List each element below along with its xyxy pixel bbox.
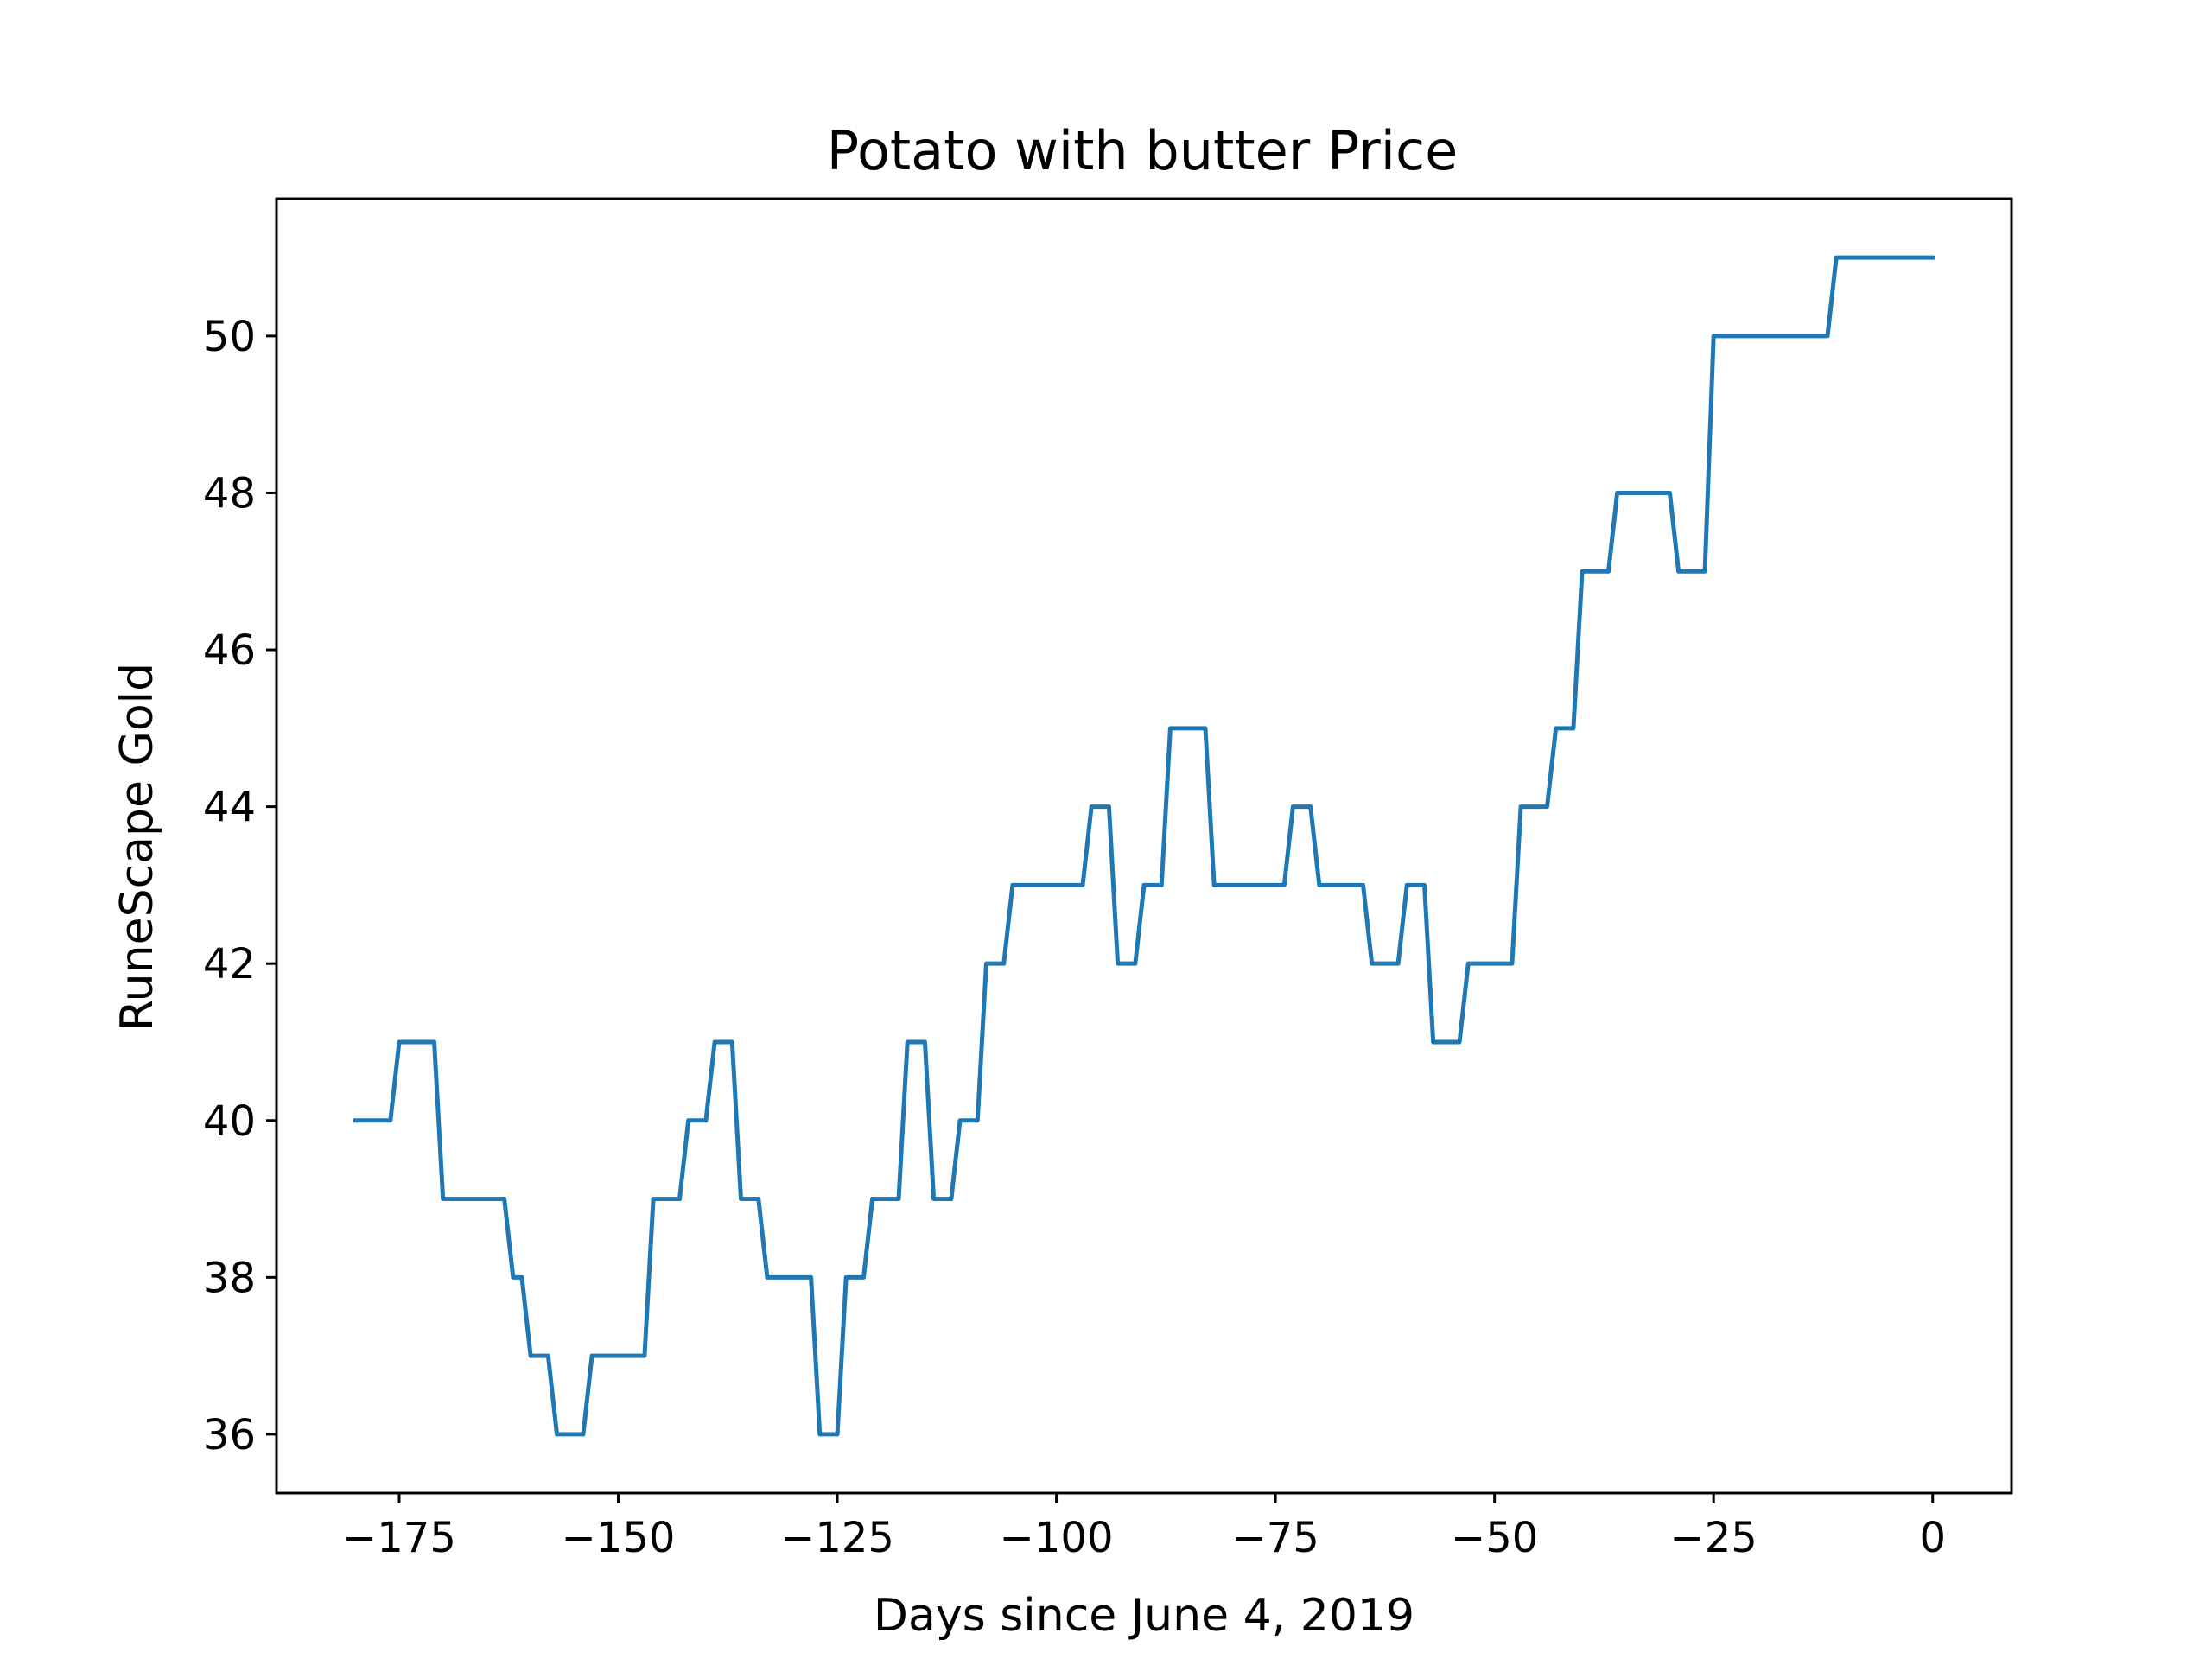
x-tick-label: −75	[1231, 1514, 1319, 1562]
y-tick-label: 42	[203, 940, 256, 988]
y-tick-label: 50	[203, 313, 256, 361]
x-tick-label: −175	[342, 1514, 456, 1562]
chart-title: Potato with butter Price	[827, 119, 1458, 182]
y-axis: 36 38 40 42 44 46 48 50	[203, 313, 276, 1459]
y-tick-label: 48	[203, 469, 256, 518]
x-tick-label: −50	[1451, 1514, 1538, 1562]
x-axis-label: Days since June 4, 2019	[874, 1590, 1414, 1642]
y-axis-label: RuneScape Gold	[111, 663, 163, 1031]
x-axis: −175 −150 −125 −100 −75 −50 −25 0	[342, 1493, 1946, 1562]
x-tick-label: −150	[562, 1514, 676, 1562]
series-line-0	[353, 255, 1936, 1437]
y-tick-label: 40	[203, 1097, 256, 1146]
plot-area	[353, 255, 1936, 1437]
x-tick-label: −100	[1000, 1514, 1114, 1562]
x-tick-label: −125	[780, 1514, 894, 1562]
x-tick-label: 0	[1919, 1514, 1946, 1562]
y-tick-label: 36	[203, 1411, 256, 1459]
y-tick-label: 46	[203, 626, 256, 675]
plot-frame	[275, 197, 2013, 1495]
y-tick-label: 38	[203, 1254, 256, 1302]
y-tick-label: 44	[203, 784, 256, 832]
x-tick-label: −25	[1670, 1514, 1758, 1562]
